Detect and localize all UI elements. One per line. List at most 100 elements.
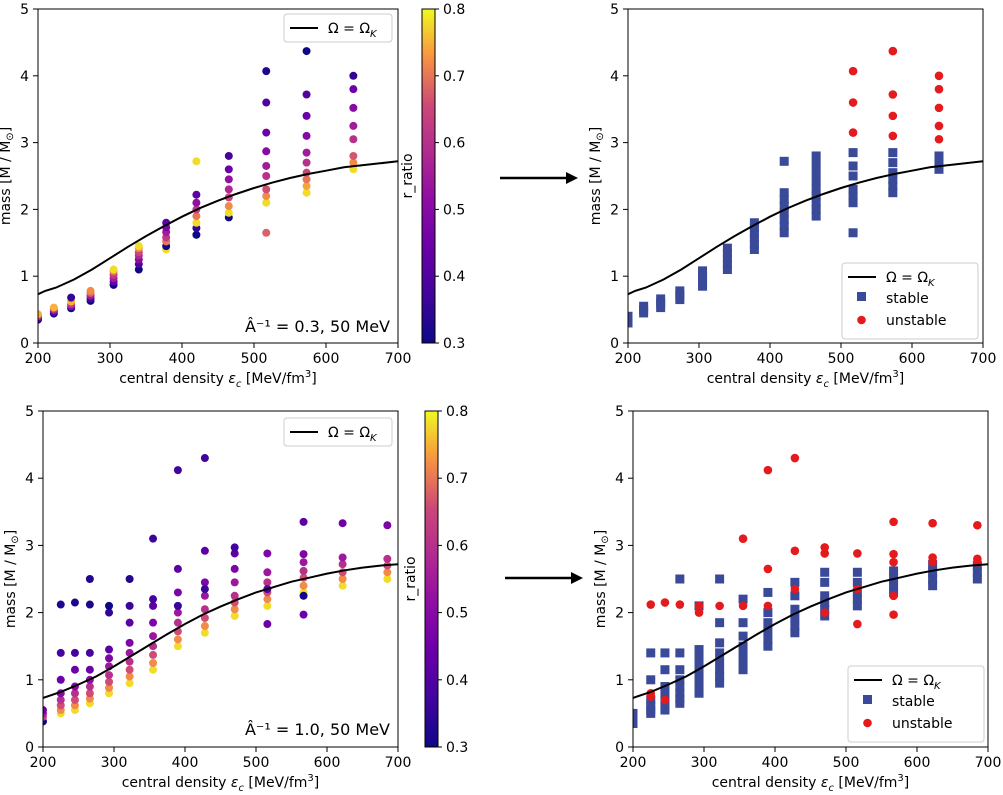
stable-point [722,248,732,258]
y-axis-label: mass [M / M⊙] [588,127,606,225]
chart-panel-top-left: 200 300 400 500 600 700 0 1 2 3 4 5 central density … [0,2,465,390]
stable-point [848,161,858,171]
unstable-point [694,601,704,611]
legend-box [841,262,979,340]
data-point [192,157,201,166]
unstable-point [790,453,800,463]
data-point [230,549,239,558]
data-point [302,158,311,167]
stable-point [646,675,656,685]
unstable-point [820,543,829,552]
stable-point [660,665,670,675]
unstable-point [928,518,937,528]
data-point [125,672,134,681]
data-point [224,175,233,184]
data-point [302,47,311,56]
data-point [263,549,272,558]
data-point [70,665,79,674]
stable-point [848,184,858,194]
y-tick-label: 2 [610,202,619,218]
colorbar-tick-label: 0.7 [446,471,468,487]
stable-point [820,577,830,587]
data-point [200,591,209,600]
chart-panel-bottom-left: 200 300 400 500 600 700 0 1 2 3 4 5 central density … [3,404,468,794]
y-tick-label: 2 [20,202,29,218]
unstable-point [934,121,944,131]
stable-point [820,567,830,577]
chart-panel-top-right: 200 300 400 500 600 700 0 1 2 3 4 5 central density … [588,2,996,390]
data-point [149,665,158,674]
x-axis-label: central density εc [MeV/fm3] [707,369,905,390]
colorbar-tick-label: 0.6 [446,538,468,554]
data-point [299,550,308,559]
data-point [149,618,158,627]
y-tick-label: 1 [20,269,29,285]
data-point [230,605,239,614]
data-point [85,600,94,609]
data-point [338,519,347,528]
stable-point [790,604,800,614]
axes-frame [37,8,399,344]
plot-area [633,453,988,728]
data-point [192,212,201,221]
stable-point [888,181,898,191]
stable-point [928,581,938,591]
legend: Ω = ΩK [283,417,393,447]
stable-point [779,156,789,166]
stable-point [811,159,821,169]
stable-point [889,573,899,583]
stable-point [848,191,858,201]
unstable-point [928,553,937,562]
unstable-point [738,534,748,543]
colorbar-gradient [424,410,439,748]
data-point [200,628,209,637]
x-tick-label: 300 [101,755,128,771]
data-point [67,293,76,302]
x-tick-label: 600 [899,351,926,367]
data-point [302,131,311,140]
data-point [230,564,239,573]
stable-point [738,650,748,660]
stable-point [811,204,821,214]
data-point [70,648,79,657]
data-point [224,185,233,194]
stable-point [738,631,748,641]
data-point [383,568,392,577]
data-point [200,578,209,587]
unstable-point [820,549,829,558]
y-tick-label: 2 [615,606,624,622]
data-point [263,578,272,587]
stable-point [738,641,748,651]
stable-point [749,218,759,228]
data-point [299,610,308,619]
kepler-curve [43,563,398,699]
data-point [224,208,233,217]
unstable-point [660,598,670,607]
unstable-point [660,695,670,705]
colorbar-tick-label: 0.3 [443,336,465,352]
stable-point [790,613,800,623]
unstable-point [853,549,862,558]
stable-point [660,700,670,710]
x-tick-label: 600 [313,351,340,367]
data-point [200,454,209,463]
stable-point [694,688,704,698]
data-point [263,568,272,577]
stable-point [715,657,725,667]
data-point [192,190,201,199]
x-tick-label: 600 [904,755,931,771]
stable-point [811,151,821,161]
data-point [349,151,358,160]
data-point [192,230,201,239]
data-point [173,608,182,617]
data-point [56,600,65,609]
data-point [149,650,158,659]
y-tick-label: 1 [615,673,624,689]
data-point [302,175,311,184]
stable-point [888,174,898,184]
data-point [383,575,392,583]
y-tick-label: 5 [610,2,619,18]
data-point [349,71,358,80]
stable-point [675,295,685,305]
stable-point [646,705,656,715]
